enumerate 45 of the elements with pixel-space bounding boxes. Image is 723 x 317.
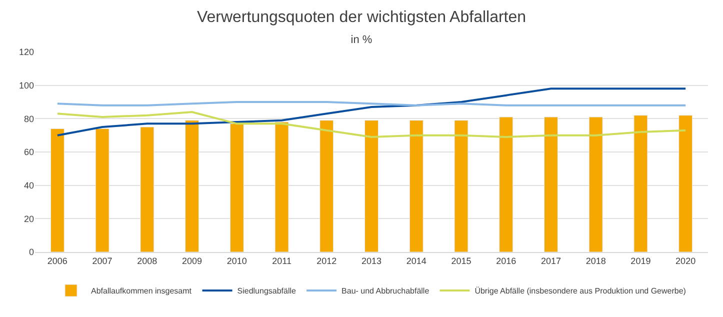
x-tick-label: 2018: [586, 256, 606, 266]
bar: [499, 116, 514, 252]
line-series: [56, 111, 687, 138]
x-tick-label: 2015: [451, 256, 472, 266]
bar: [454, 120, 468, 252]
x-tick-label: 2014: [406, 256, 426, 266]
x-tick-label: 2019: [630, 256, 651, 266]
x-tick-label: 2016: [496, 256, 516, 266]
x-tick-label: 2008: [137, 256, 158, 266]
chart-subtitle: in %: [350, 34, 372, 46]
bar: [50, 128, 64, 252]
x-tick-label: 2017: [540, 256, 561, 266]
y-tick-label: 80: [24, 114, 34, 124]
bar: [95, 128, 110, 252]
legend-label: Siedlungsabfälle: [237, 286, 297, 296]
bar: [544, 116, 558, 252]
y-tick-label: 0: [28, 247, 34, 258]
bar: [185, 120, 200, 252]
bar: [140, 126, 154, 252]
y-tick-label: 40: [24, 180, 34, 190]
legend-label: Abfallaufkommen insgesamt: [91, 286, 192, 296]
bar: [409, 120, 424, 252]
x-tick-label: 2013: [361, 256, 382, 266]
y-tick-label: 20: [24, 214, 34, 224]
bar: [678, 115, 693, 252]
bar: [364, 120, 378, 252]
y-tick-label: 100: [18, 80, 34, 90]
x-tick-label: 2007: [92, 256, 112, 266]
y-tick-label: 60: [24, 147, 34, 158]
bar: [634, 115, 648, 252]
y-tick-label: 120: [18, 47, 34, 58]
bar: [274, 122, 289, 252]
x-tick-label: 2020: [676, 256, 696, 266]
chart-title: Verwertungsquoten der wichtigsten Abfallarten: [196, 9, 526, 26]
line-series: [56, 88, 687, 136]
x-tick-label: 2009: [182, 256, 202, 266]
bar: [230, 123, 244, 252]
x-tick-label: 2006: [47, 256, 68, 266]
x-tick-label: 2012: [316, 256, 337, 266]
x-tick-label: 2011: [272, 256, 292, 266]
legend-label: Übrige Abfälle (insbesondere aus Produktion und Gewerbe): [474, 286, 686, 296]
bar: [320, 120, 334, 252]
bar: [588, 116, 603, 252]
legend-label: Bau- und Abbruchabfälle: [342, 286, 430, 296]
x-tick-label: 2010: [226, 256, 247, 266]
